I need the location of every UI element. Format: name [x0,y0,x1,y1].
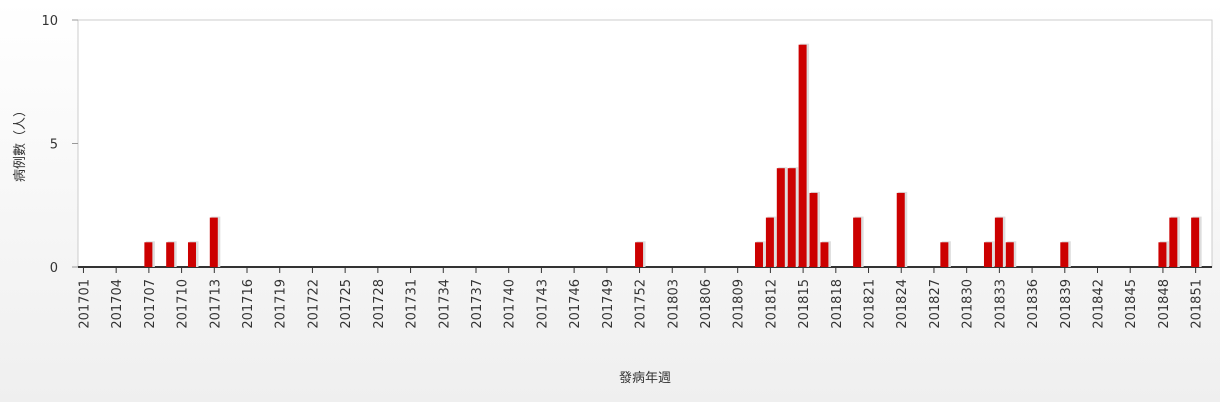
bar [754,242,763,267]
bar [853,217,862,267]
plot-area [77,19,1213,268]
x-tick-label: 201824 [895,279,910,329]
bar [798,44,807,268]
x-tick-label: 201710 [176,279,191,329]
bar [187,242,196,267]
x-tick-label: 201833 [993,279,1008,329]
x-tick-label: 201848 [1157,279,1172,329]
x-tick-label: 201731 [405,279,420,329]
x-tick-label: 201737 [470,279,485,329]
bar [765,217,774,267]
bar [1191,217,1200,267]
x-tick-label: 201704 [110,279,125,329]
x-tick-label: 201713 [208,279,223,329]
bar [983,242,992,267]
bar [209,217,218,267]
x-tick-label: 201701 [77,279,92,329]
bar [787,168,796,267]
x-tick-label: 201842 [1092,279,1107,329]
bar [1005,242,1014,267]
x-tick-label: 201725 [339,279,354,329]
bar [1060,242,1069,267]
x-tick-label: 201746 [568,279,583,329]
x-tick-label: 201839 [1059,279,1074,329]
x-tick-label: 201716 [241,279,256,329]
x-tick-label: 201806 [699,279,714,329]
x-tick-label: 201722 [306,279,321,329]
bar [166,242,175,267]
y-axis-label: 病例數（人） [13,104,28,182]
x-tick-label: 201743 [535,279,550,329]
x-tick-label: 201851 [1190,279,1205,329]
x-axis-label: 發病年週 [619,371,671,386]
y-tick-label: 0 [50,261,58,276]
bar [820,242,829,267]
bar [1169,217,1178,267]
y-tick-label: 10 [41,14,58,29]
bar [940,242,949,267]
x-tick-label: 201809 [732,279,747,329]
bar [144,242,153,267]
x-tick-label: 201719 [274,279,289,329]
bar [776,168,785,267]
x-tick-label: 201749 [601,279,616,329]
x-tick-label: 201827 [928,279,943,329]
y-tick-label: 5 [50,138,58,153]
x-tick-label: 201821 [863,279,878,329]
x-tick-label: 201812 [764,279,779,329]
x-tick-label: 201815 [797,279,812,329]
bar [809,192,818,267]
x-tick-label: 201728 [372,279,387,329]
bar [896,192,905,267]
x-tick-label: 201740 [503,279,518,329]
bar [994,217,1003,267]
bar [1158,242,1167,267]
bar [635,242,644,267]
x-tick-label: 201818 [830,279,845,329]
x-tick-label: 201707 [143,279,158,329]
x-tick-label: 201845 [1124,279,1139,329]
x-tick-label: 201752 [634,279,649,329]
x-tick-label: 201803 [666,279,681,329]
x-tick-label: 201830 [961,279,976,329]
x-tick-label: 201734 [437,279,452,329]
x-tick-label: 201836 [1026,279,1041,329]
